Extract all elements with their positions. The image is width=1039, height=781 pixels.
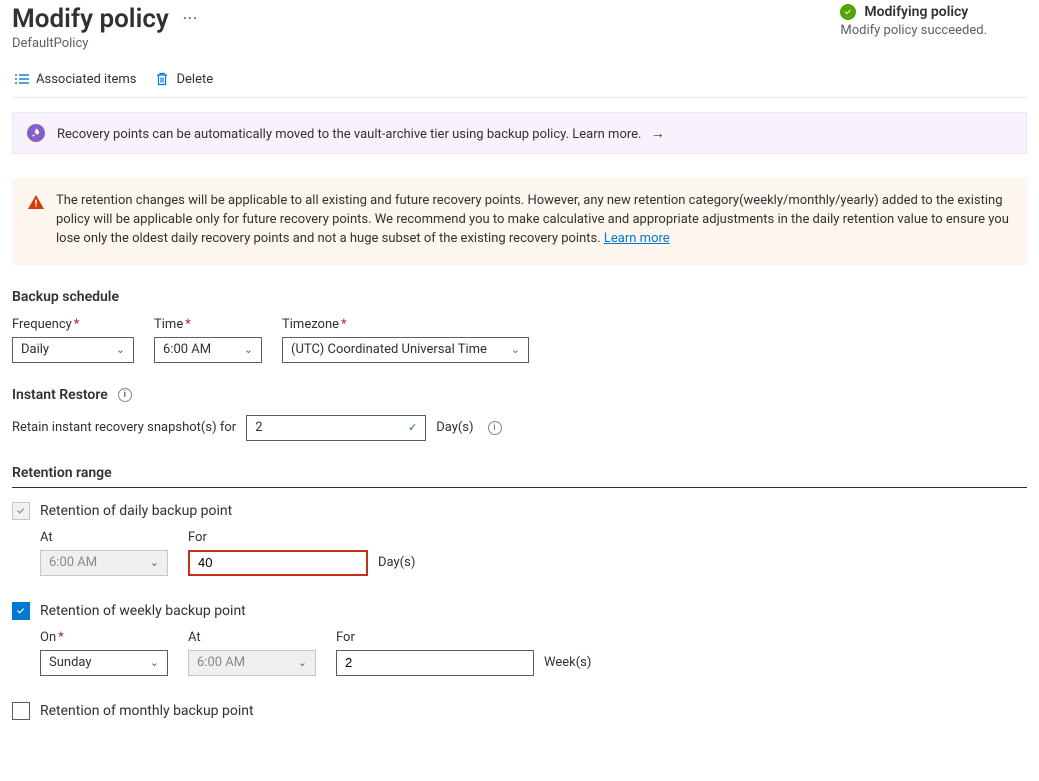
timezone-value: (UTC) Coordinated Universal Time	[291, 342, 487, 357]
list-icon	[14, 71, 30, 87]
weekly-for-input[interactable]	[336, 650, 534, 676]
weekly-on-value: Sunday	[49, 655, 92, 670]
daily-unit: Day(s)	[378, 555, 415, 570]
arrow-right-icon[interactable]: →	[651, 126, 665, 142]
info-icon[interactable]: i	[488, 421, 502, 435]
daily-retention-checkbox	[12, 502, 30, 520]
timezone-label: Timezone*	[282, 317, 529, 332]
page-title: Modify policy ···	[12, 4, 198, 34]
weekly-at-label: At	[188, 630, 316, 645]
chevron-down-icon: ⌄	[150, 656, 159, 669]
chevron-down-icon: ⌄	[116, 343, 125, 356]
daily-retention-label: Retention of daily backup point	[40, 503, 232, 519]
instant-restore-label: Retain instant recovery snapshot(s) for	[12, 420, 236, 435]
instant-restore-value: 2	[255, 420, 262, 435]
frequency-value: Daily	[21, 342, 49, 357]
monthly-retention-label: Retention of monthly backup point	[40, 703, 254, 719]
weekly-on-select[interactable]: Sunday ⌄	[40, 650, 168, 676]
chevron-down-icon: ⌄	[298, 656, 307, 669]
weekly-retention-label: Retention of weekly backup point	[40, 603, 246, 619]
daily-at-select: 6:00 AM ⌄	[40, 550, 168, 576]
weekly-retention-block: Retention of weekly backup point On* Sun…	[12, 602, 1027, 676]
warning-icon	[28, 194, 44, 249]
time-label: Time*	[154, 317, 262, 332]
backup-schedule-heading: Backup schedule	[12, 289, 1027, 305]
delete-button[interactable]: Delete	[154, 71, 213, 87]
title-text: Modify policy	[12, 4, 169, 34]
chevron-down-icon: ⌄	[511, 343, 520, 356]
associated-items-button[interactable]: Associated items	[14, 71, 136, 87]
more-actions-button[interactable]: ···	[183, 11, 198, 27]
status-message: Modify policy succeeded.	[840, 23, 987, 38]
instant-restore-unit: Day(s)	[436, 420, 473, 435]
archive-info-banner: Recovery points can be automatically mov…	[12, 112, 1027, 154]
daily-retention-block: Retention of daily backup point At 6:00 …	[12, 502, 1027, 576]
warning-learn-more-link[interactable]: Learn more	[604, 231, 670, 246]
archive-info-text: Recovery points can be automatically mov…	[57, 127, 569, 142]
retention-warning-banner: The retention changes will be applicable…	[12, 178, 1027, 265]
weekly-on-label: On*	[40, 630, 168, 645]
weekly-retention-checkbox[interactable]	[12, 602, 30, 620]
weekly-at-select: 6:00 AM ⌄	[188, 650, 316, 676]
policy-name: DefaultPolicy	[12, 36, 198, 51]
toolbar: Associated items Delete	[12, 61, 1027, 98]
trash-icon	[154, 71, 170, 87]
weekly-unit: Week(s)	[544, 655, 591, 670]
monthly-retention-block: Retention of monthly backup point	[12, 702, 1027, 720]
instant-restore-heading: Instant Restore i	[12, 387, 1027, 403]
daily-at-label: At	[40, 530, 168, 545]
frequency-label: Frequency*	[12, 317, 134, 332]
instant-restore-row: Retain instant recovery snapshot(s) for …	[12, 415, 1027, 441]
daily-for-label: For	[188, 530, 415, 545]
timezone-select[interactable]: (UTC) Coordinated Universal Time ⌄	[282, 337, 529, 363]
monthly-retention-checkbox[interactable]	[12, 702, 30, 720]
success-icon	[840, 4, 856, 20]
chevron-down-icon: ⌄	[150, 556, 159, 569]
frequency-select[interactable]: Daily ⌄	[12, 337, 134, 363]
rocket-icon	[27, 124, 45, 142]
info-icon[interactable]: i	[118, 388, 132, 402]
archive-info-content: Recovery points can be automatically mov…	[57, 125, 665, 142]
associated-items-label: Associated items	[36, 72, 136, 87]
warning-text: The retention changes will be applicable…	[56, 193, 1009, 246]
instant-restore-days-select[interactable]: 2 ✓	[246, 415, 426, 441]
archive-learn-more-link[interactable]: Learn more.	[572, 127, 641, 142]
time-select[interactable]: 6:00 AM ⌄	[154, 337, 262, 363]
backup-schedule-row: Frequency* Daily ⌄ Time* 6:00 AM ⌄ Timez…	[12, 317, 1027, 363]
chevron-down-icon: ⌄	[244, 343, 253, 356]
daily-at-value: 6:00 AM	[49, 555, 97, 570]
status-block: Modifying policy Modify policy succeeded…	[840, 4, 1027, 38]
weekly-for-label: For	[336, 630, 591, 645]
time-value: 6:00 AM	[163, 342, 211, 357]
retention-range-heading: Retention range	[12, 465, 1027, 488]
weekly-at-value: 6:00 AM	[197, 655, 245, 670]
warning-content: The retention changes will be applicable…	[56, 192, 1011, 249]
daily-for-input[interactable]	[188, 550, 368, 576]
status-title: Modifying policy	[864, 4, 968, 20]
page-header: Modify policy ··· DefaultPolicy Modifyin…	[12, 0, 1027, 51]
checkmark-chevron-icon: ✓	[408, 421, 417, 434]
delete-label: Delete	[176, 72, 213, 87]
